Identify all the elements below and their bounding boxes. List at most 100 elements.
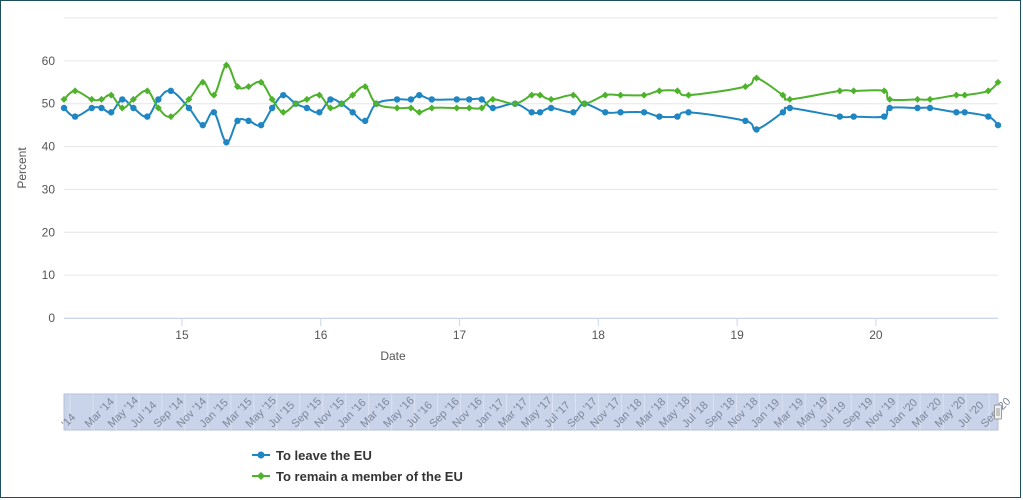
x-tick-label: 16 [314,328,328,342]
data-point-remain [850,87,858,95]
data-point-remain [88,95,96,103]
data-point-leave [144,113,151,120]
data-point-leave [742,117,749,125]
data-point-remain [952,91,960,99]
data-point-leave [268,104,276,112]
data-point-leave [685,109,692,116]
data-point-remain [601,91,609,99]
y-tick-label: 0 [48,311,55,325]
data-point-leave [210,109,218,116]
data-point-leave [185,104,193,112]
legend: To leave the EU To remain a member of th… [252,448,463,484]
data-point-leave [60,104,68,112]
data-point-leave [155,96,162,103]
data-point-leave [453,96,460,103]
data-point-leave [985,113,992,120]
data-point-remain [428,104,436,112]
data-point-leave [786,104,794,112]
data-point-leave [223,139,230,146]
data-point-leave [257,121,265,129]
navigator-selected-range [63,393,999,431]
data-point-leave [466,96,473,103]
data-point-remain [407,104,415,112]
data-point-remain [640,91,648,99]
data-point-leave [361,117,369,125]
y-tick-label: 30 [42,182,56,196]
data-point-remain [315,91,323,99]
data-point-leave [914,104,921,112]
x-tick-label: 17 [453,328,467,342]
data-point-remain [303,95,311,103]
data-point-remain [655,87,663,95]
data-point-remain [489,95,497,103]
data-point-remain [511,100,519,108]
data-point-remain [60,95,68,103]
series-line-leave [63,89,999,144]
legend-item-leave[interactable]: To leave the EU [252,448,372,463]
data-point-remain [926,95,934,103]
data-point-remain [536,91,544,99]
data-point-remain [779,91,787,99]
data-point-leave [528,109,535,116]
data-point-remain [279,108,287,116]
data-point-leave [119,96,126,103]
data-point-leave [98,104,105,112]
data-point-remain [118,104,126,112]
data-point-leave [536,109,544,116]
data-point-leave [961,109,968,116]
data-point-remain [453,104,461,112]
data-point-leave [167,87,175,95]
data-point-remain [685,91,693,99]
data-point-leave [199,121,206,129]
series-line-remain [63,64,999,118]
data-point-leave [245,117,252,125]
data-point-leave [547,104,555,112]
data-point-leave [953,109,960,116]
data-point-leave [753,126,760,133]
data-point-remain [673,87,681,95]
legend-item-remain[interactable]: To remain a member of the EU [252,469,463,484]
navigator-handle-right[interactable] [994,404,1002,420]
data-point-leave [880,113,888,120]
data-point-remain [129,95,137,103]
data-point-leave [316,109,323,116]
data-point-remain [361,83,369,91]
data-point-remain [199,78,207,86]
data-point-leave [674,113,681,120]
data-point-remain [786,95,794,103]
y-axis-title: Percent [15,147,29,189]
data-point-remain [222,61,230,69]
data-point-remain [143,87,151,95]
data-point-remain [415,108,423,116]
series-markers [60,61,1002,146]
data-point-leave [416,91,423,99]
y-tick-label: 10 [42,268,56,282]
data-point-remain [753,74,761,82]
data-point-remain [741,83,749,91]
data-point-leave [407,96,415,103]
data-point-remain [245,83,253,91]
data-point-remain [268,95,276,103]
data-point-leave [393,96,401,103]
y-tick-label: 50 [42,97,56,111]
data-point-remain [617,91,625,99]
data-point-remain [914,95,922,103]
x-tick-label: 15 [175,328,189,342]
data-point-leave [130,104,137,112]
data-point-leave [570,109,577,116]
data-point-remain [478,104,486,112]
data-point-remain [569,91,577,99]
data-point-remain [257,78,265,86]
data-point-leave [489,104,497,112]
data-point-remain [210,91,218,99]
data-point-leave [107,109,115,116]
data-point-leave [850,113,857,120]
data-point-remain [71,87,79,95]
data-point-leave [994,121,1002,129]
data-point-remain [97,95,105,103]
data-point-leave [327,96,334,103]
data-point-leave [88,104,95,112]
grid-lines [64,17,998,319]
data-point-leave [640,109,648,116]
